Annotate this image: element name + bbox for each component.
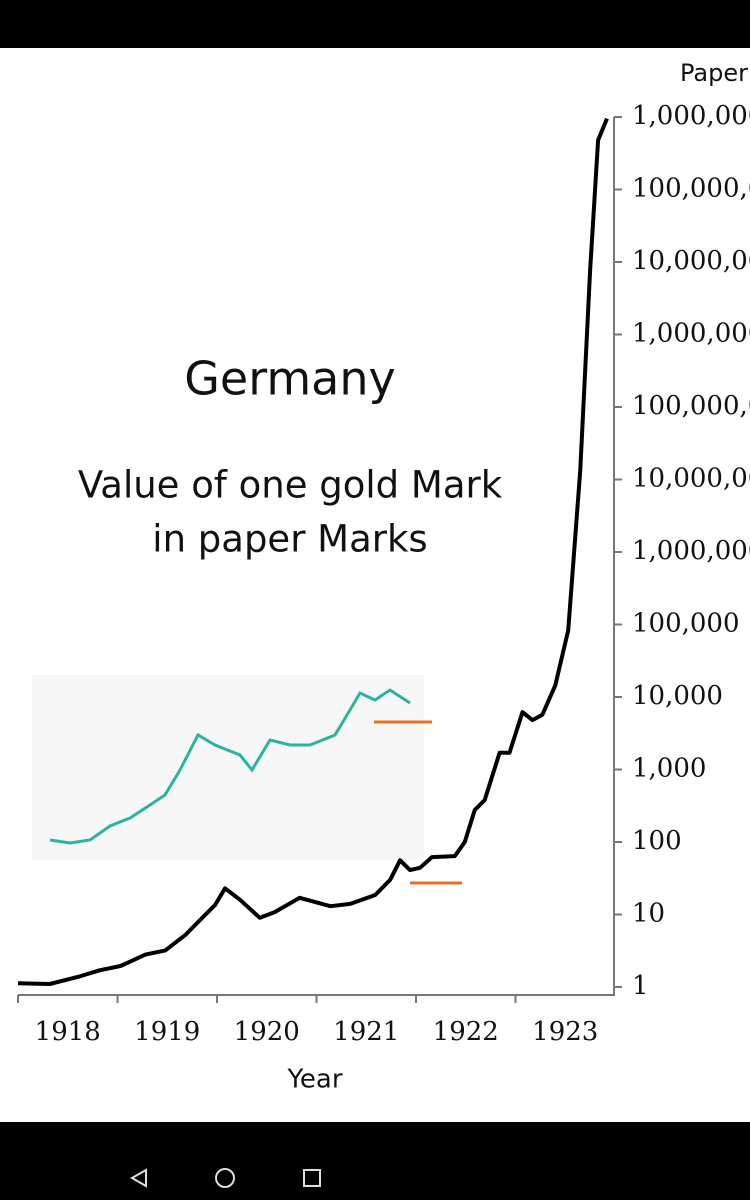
x-tick-label: 1918 bbox=[35, 1017, 101, 1047]
x-tick-label: 1923 bbox=[532, 1017, 598, 1047]
x-tick-label: 1921 bbox=[333, 1017, 399, 1047]
chart-title: Germany bbox=[184, 352, 395, 406]
status-bar bbox=[0, 0, 750, 48]
x-tick-label: 1922 bbox=[433, 1017, 499, 1047]
y-tick-label: 1,000,000 bbox=[632, 536, 750, 566]
x-axis-label: Year bbox=[286, 1065, 342, 1095]
y-tick-label: 1,000,000,000 bbox=[632, 319, 750, 349]
y-tick-label: 100 bbox=[632, 826, 682, 856]
y-tick-label: 1,000,000,000,000 bbox=[632, 101, 750, 131]
y-tick-label: 10,000 bbox=[632, 681, 723, 711]
y-tick-label: 1,000 bbox=[632, 754, 706, 784]
y-tick-label: 1 bbox=[632, 971, 649, 1001]
y-tick-label: 100,000 bbox=[632, 609, 740, 639]
chart-area bbox=[0, 48, 750, 1122]
recents-button[interactable] bbox=[303, 1169, 321, 1187]
y-axis-label: Paper Marks bbox=[680, 59, 750, 87]
y-tick-label: 100,000,000 bbox=[632, 391, 750, 421]
back-button[interactable] bbox=[129, 1168, 147, 1188]
nav-bar bbox=[0, 1122, 750, 1200]
y-tick-label: 10,000,000 bbox=[632, 464, 750, 494]
chart-subtitle: in paper Marks bbox=[152, 518, 427, 561]
x-tick-label: 1920 bbox=[234, 1017, 300, 1047]
inset-image bbox=[32, 675, 432, 860]
chart-subtitle: Value of one gold Mark bbox=[78, 464, 503, 507]
x-tick-label: 1919 bbox=[134, 1017, 200, 1047]
y-tick-label: 100,000,000,000 bbox=[632, 174, 750, 204]
y-tick-label: 10 bbox=[632, 899, 665, 929]
home-button[interactable] bbox=[215, 1168, 235, 1188]
y-tick-label: 10,000,000,000 bbox=[632, 246, 750, 276]
data-line bbox=[17, 117, 609, 986]
